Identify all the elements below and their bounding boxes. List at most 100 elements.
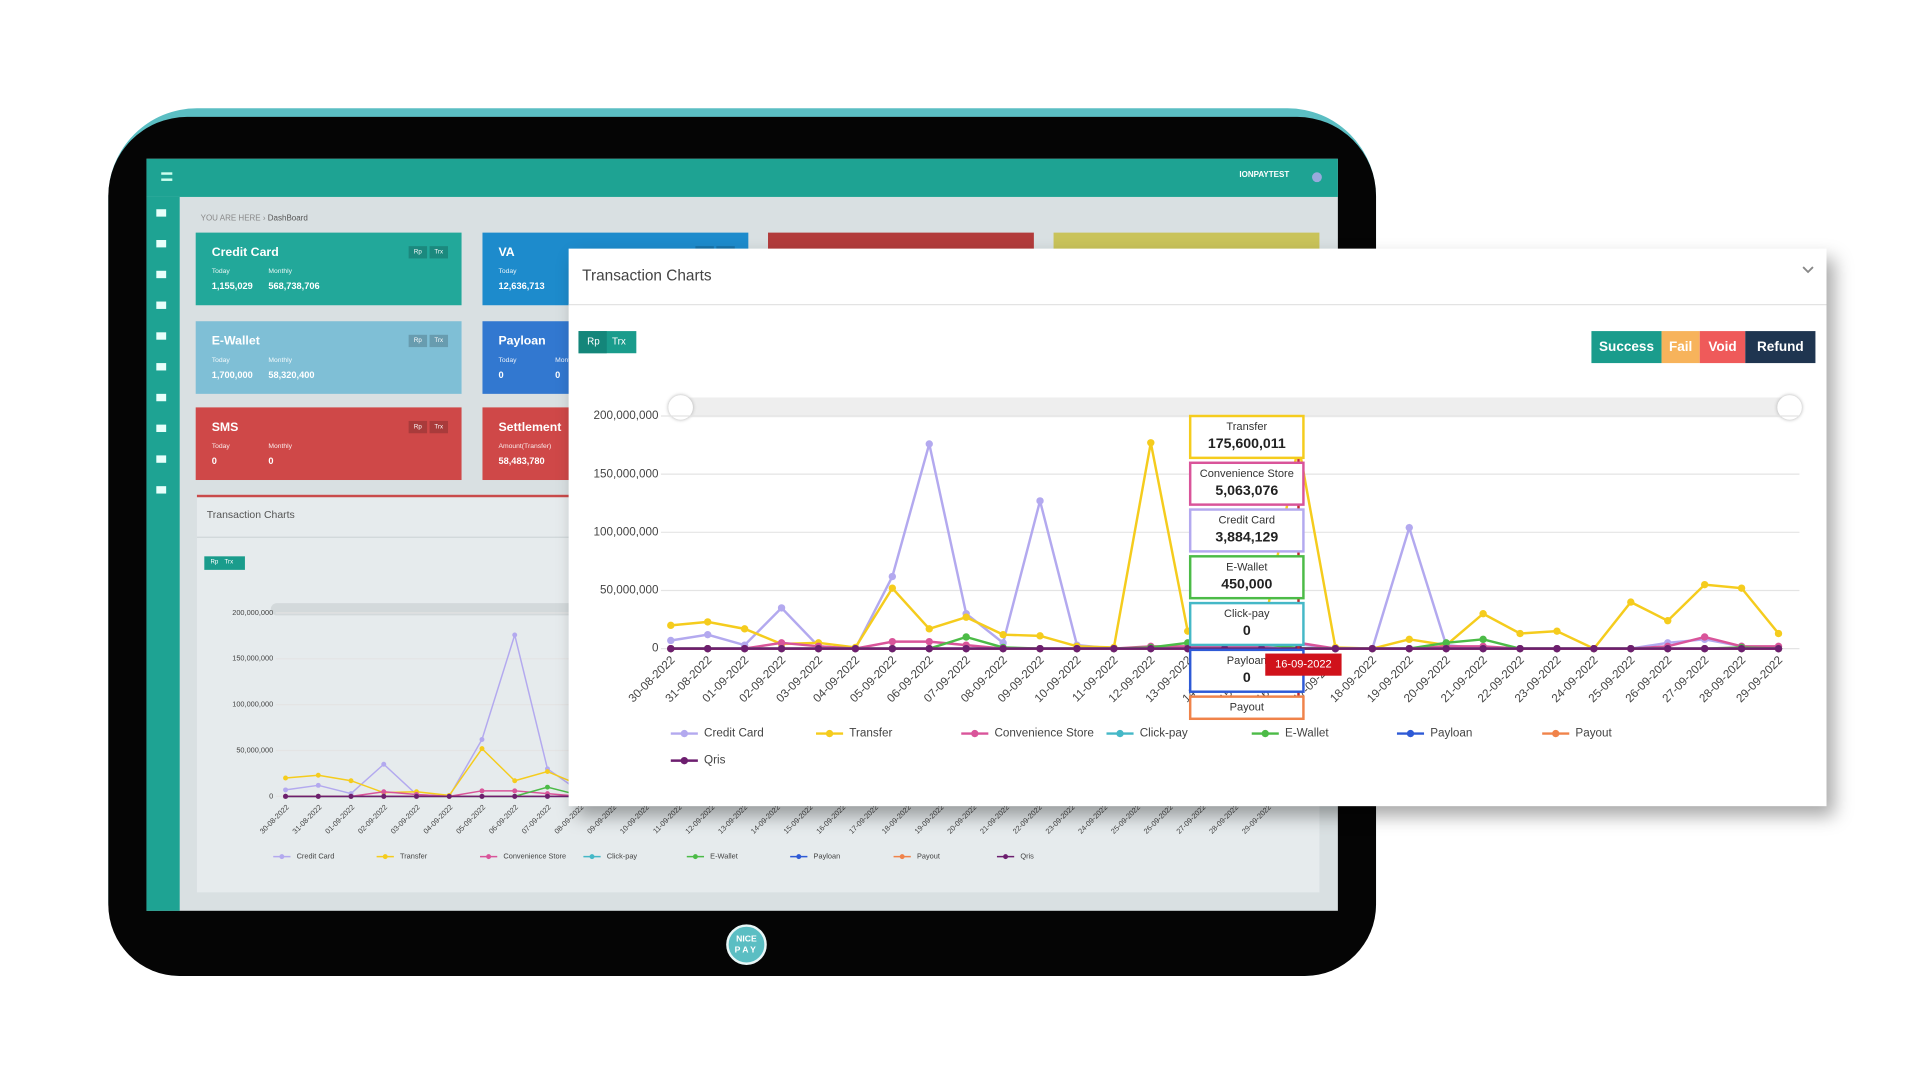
point (1700, 580, 1709, 589)
card-toggle-trx[interactable]: Trx (429, 420, 449, 434)
collapse-icon[interactable] (1802, 265, 1814, 275)
point (1110, 644, 1118, 653)
point (381, 789, 387, 795)
legend-label[interactable]: Credit Card (704, 727, 764, 740)
legend-label[interactable]: Credit Card (297, 852, 335, 861)
tooltip-name: Payloan (1227, 655, 1267, 667)
point (1368, 644, 1377, 653)
point (1036, 632, 1044, 640)
point (512, 632, 518, 638)
legend-label[interactable]: E-Wallet (710, 852, 738, 861)
toggle-trx[interactable]: Trx (224, 558, 234, 567)
point (315, 772, 321, 778)
card-toggle-trx[interactable]: Trx (429, 334, 449, 348)
point (704, 644, 712, 653)
bg-toggle[interactable]: Rp Trx (204, 556, 245, 570)
sidebar-icons[interactable] (156, 209, 167, 217)
point (888, 644, 897, 653)
legend-label[interactable]: Convenience Store (503, 852, 566, 861)
sidebar (146, 196, 180, 911)
point (1590, 644, 1598, 653)
tooltip-name: Transfer (1226, 421, 1267, 433)
point (544, 769, 550, 775)
point (999, 630, 1007, 639)
point (851, 644, 860, 653)
tooltip-name: Credit Card (1219, 515, 1276, 527)
toggle-trx[interactable]: Trx (611, 336, 626, 348)
legend-label[interactable]: Click-pay (1140, 727, 1188, 740)
toggle[interactable]: Rp Trx (578, 331, 637, 354)
tooltip-value: 5,063,076 (1215, 482, 1278, 498)
point (1442, 644, 1450, 653)
point (544, 793, 550, 799)
point (1479, 610, 1487, 618)
legend-label[interactable]: Transfer (849, 727, 892, 740)
logo-bottom: PAY (734, 946, 759, 956)
toggle-rp[interactable]: Rp (210, 558, 219, 567)
card-toggle-rp[interactable]: Rp (408, 420, 428, 434)
point (777, 639, 786, 647)
field-label: Monthly (268, 356, 293, 365)
point (512, 788, 518, 794)
tooltip-value: 0 (1243, 622, 1251, 638)
status-button[interactable]: Refund (1745, 331, 1816, 364)
breadcrumb-prefix: YOU ARE HERE (200, 214, 261, 223)
point (283, 775, 289, 781)
legend-dot (1116, 729, 1124, 738)
point (667, 644, 675, 653)
legend-dot (1003, 854, 1009, 860)
legend-dot (382, 854, 388, 860)
toggle-rp[interactable]: Rp (578, 331, 608, 354)
point (1147, 644, 1155, 653)
card-toggle-rp[interactable]: Rp (408, 334, 428, 348)
legend-label[interactable]: Click-pay (607, 852, 638, 861)
card-toggle-rp[interactable]: Rp (408, 246, 428, 259)
tooltip-box (1188, 601, 1305, 647)
legend-label[interactable]: Payloan (1430, 727, 1472, 740)
field-label: Today (211, 268, 230, 276)
tooltip-value: 0 (1243, 669, 1251, 685)
card-toggle-trx[interactable]: Trx (429, 246, 449, 259)
legend-label[interactable]: Qris (1020, 852, 1034, 861)
status-button[interactable]: Fail (1661, 331, 1700, 364)
field-label: Today (211, 443, 230, 451)
card-title: VA (498, 246, 515, 260)
y-tick-label: 150,000,000 (232, 654, 273, 663)
legend-label[interactable]: E-Wallet (1285, 727, 1329, 740)
y-tick-label: 150,000,000 (593, 467, 658, 480)
point (1073, 644, 1081, 653)
stat-card: Credit Card Rp Trx Today 1,155,029 Monthly 568… (195, 232, 462, 306)
legend-dot (680, 729, 689, 738)
point (348, 778, 354, 784)
point (1700, 644, 1709, 653)
legend-label[interactable]: Transfer (400, 852, 428, 861)
settings-icon[interactable] (1312, 172, 1322, 183)
legend-label[interactable]: Payout (917, 852, 940, 861)
legend-dot (589, 854, 595, 860)
point (283, 793, 289, 799)
point (888, 584, 897, 592)
tooltip-box (1188, 414, 1305, 460)
tooltip-box (1188, 461, 1305, 506)
status-buttons: Success Fail Void Refund (1591, 331, 1816, 364)
legend-label[interactable]: Convenience Store (994, 727, 1093, 740)
legend-label[interactable]: Qris (704, 754, 726, 767)
legend-label[interactable]: Payout (1575, 727, 1612, 740)
menu-icon[interactable] (161, 172, 173, 181)
field-value: 1,700,000 (211, 369, 253, 381)
tooltip-date-box (1265, 653, 1342, 676)
legend-label[interactable]: Payloan (814, 852, 841, 861)
legend-dot (1406, 729, 1415, 738)
point (1774, 629, 1783, 638)
point (381, 761, 387, 767)
user-name[interactable]: IONPAYTEST (1239, 171, 1290, 180)
logo[interactable]: NICE PAY (726, 924, 767, 965)
status-button[interactable]: Void (1699, 331, 1746, 364)
point (962, 613, 970, 621)
point (1627, 598, 1635, 606)
field-value: 0 (555, 369, 561, 381)
y-tick-label: 100,000,000 (593, 525, 658, 538)
status-button[interactable]: Success (1591, 331, 1662, 364)
